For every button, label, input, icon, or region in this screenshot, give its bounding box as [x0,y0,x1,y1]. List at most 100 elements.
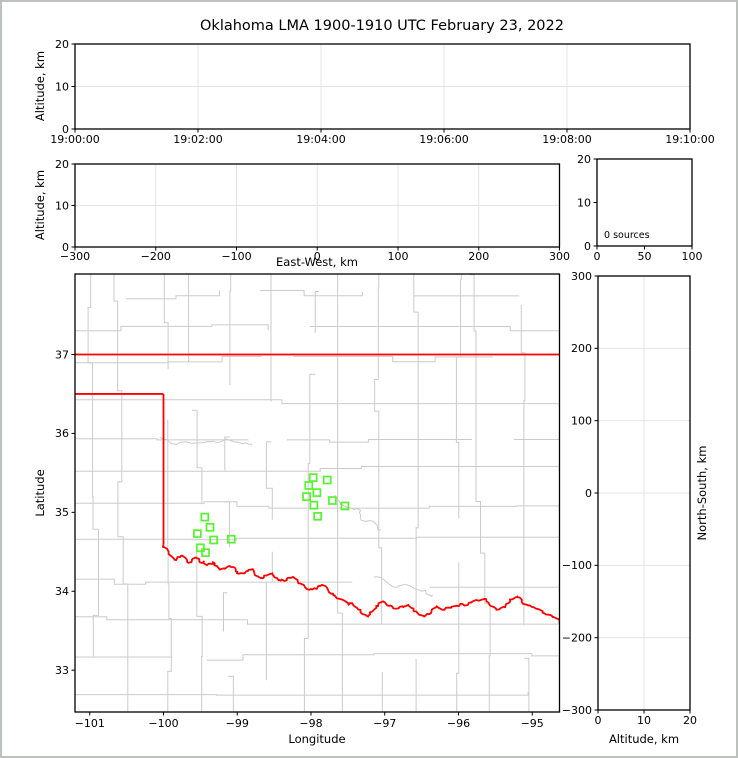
lma-stations [193,473,350,557]
oklahoma-state-border [75,353,560,623]
y-tick-label: 0 [62,241,69,254]
y-tick-label: 0 [62,123,69,136]
altitude-histogram-panel: 0 50 100 0 10 20 [577,153,703,263]
panel-frame [74,273,561,713]
county-line [337,274,343,712]
county-line [162,274,172,712]
time-height-ylabel: Altitude, km [33,51,47,121]
county-line [374,274,383,712]
x-tick-label: 0 [595,714,602,727]
y-tick-label: 0 [584,240,591,253]
x-tick-label: −200 [141,250,171,263]
lma-station-marker [205,522,215,532]
y-tick-label: 36 [55,427,69,440]
x-tick-label: 100 [388,250,409,263]
county-line [185,274,203,712]
county-line [126,290,520,300]
lma-station-marker [312,488,322,497]
x-tick-label: 19:04:00 [296,133,345,146]
north-south-xlabel: Altitude, km [609,732,679,746]
county-line [75,616,560,625]
x-tick-label: −101 [75,717,105,730]
x-tick-label: 19:10:00 [665,133,714,146]
county-line [75,653,560,661]
county-line [75,399,560,405]
lma-station-marker [196,543,205,553]
y-tick-label: 34 [55,585,69,598]
county-line [87,274,99,657]
y-tick-label: 33 [55,664,69,677]
y-tick-label: 20 [577,153,591,166]
x-tick-label: 19:08:00 [542,133,591,146]
county-line [75,536,560,541]
y-tick-label: 200 [571,342,592,355]
county-boundaries [75,274,560,712]
east-west-height-panel: −300 −200 −100 0 100 200 300 0 10 20 [55,158,570,263]
lma-station-marker [302,492,311,501]
red-river-border [162,544,560,623]
map-content [75,274,560,712]
county-line [75,438,560,443]
y-tick-label: 0 [585,487,592,500]
river-county-line [334,494,382,531]
x-tick-label: 300 [549,250,570,263]
river-county-line [159,436,253,446]
lma-station-marker [209,535,218,545]
lma-station-marker [322,475,332,485]
lma-station-marker [313,511,322,521]
lma-station-marker [226,534,236,544]
x-tick-label: −100 [148,717,178,730]
county-line [75,466,560,472]
county-line [113,274,129,712]
y-tick-label: −300 [562,704,592,717]
map-ylabel: Latitude [33,469,47,516]
lma-station-marker [193,529,202,538]
x-tick-label: 200 [468,250,489,263]
x-tick-label: 19:02:00 [173,133,222,146]
county-line [265,274,273,681]
y-tick-label: 37 [55,348,69,361]
y-tick-label: 10 [55,199,69,212]
east-west-ylabel: Altitude, km [33,170,47,240]
x-tick-label: −97 [373,717,396,730]
county-line [413,274,419,712]
river-county-line [373,576,434,597]
y-tick-label: 10 [577,196,591,209]
y-tick-label: 20 [55,158,69,171]
x-tick-label: 19:06:00 [419,133,468,146]
lma-station-marker [340,501,350,511]
county-line [75,692,529,696]
lma-station-marker [200,512,210,522]
county-line [520,305,530,712]
plan-view-map-panel: −101 −100 −99 −98 −97 −96 −95 33 34 35 36 37 [55,273,561,730]
x-tick-label: 100 [682,250,703,263]
county-line [75,355,493,364]
x-tick-label: 10 [637,714,651,727]
north-south-right-label: North-South, km [695,446,709,541]
figure-title: Oklahoma LMA 1900-1910 UTC February 23, … [200,18,564,34]
north-south-height-panel: 0 10 20 300 200 100 0 −100 −200 −300 [562,270,697,727]
county-line [75,324,560,332]
x-tick-label: −100 [221,250,251,263]
x-tick-label: 0 [314,250,321,263]
y-tick-label: 100 [571,414,592,427]
county-line [303,291,319,712]
county-line [455,274,462,712]
y-tick-label: 20 [55,38,69,51]
lma-station-marker [328,496,337,505]
lma-station-marker [304,481,314,490]
county-line [469,274,491,712]
east-west-xlabel: East-West, km [276,255,358,269]
source-count-annotation: 0 sources [604,230,650,241]
y-tick-label: 35 [55,506,69,519]
x-tick-label: −300 [60,250,90,263]
lma-station-marker [201,548,210,557]
x-tick-label: 19:00:00 [50,133,99,146]
y-tick-label: −100 [562,559,592,572]
x-tick-label: −96 [447,717,470,730]
x-tick-label: 50 [638,250,652,263]
county-line [223,274,234,712]
y-tick-label: 300 [571,270,592,283]
